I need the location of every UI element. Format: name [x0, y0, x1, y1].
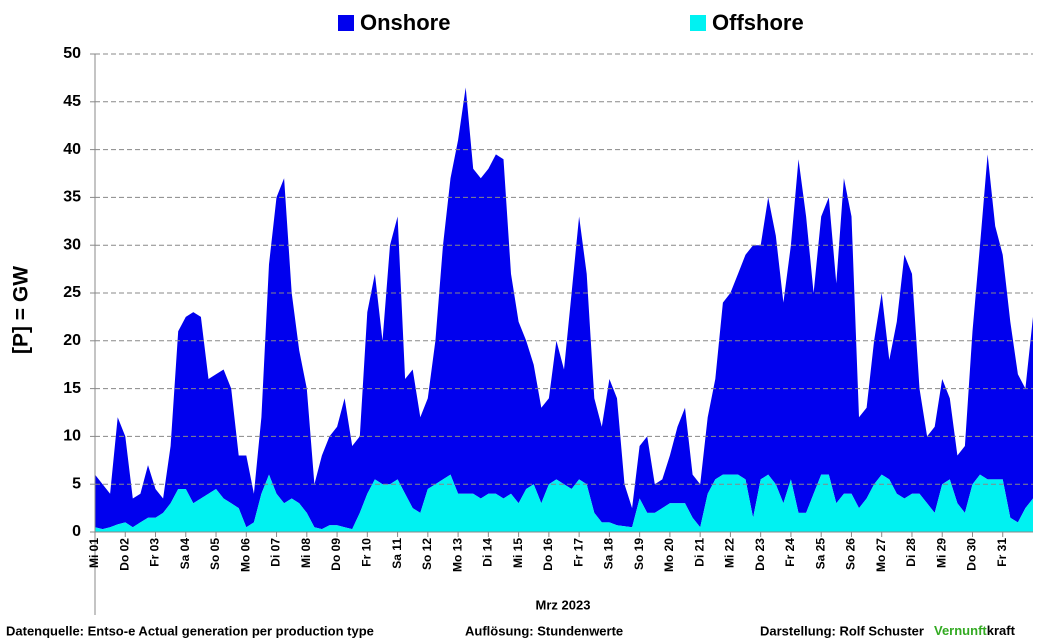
x-tick-label: Do 16	[541, 538, 555, 571]
y-tick-label: 40	[63, 141, 81, 158]
footer-author: Darstellung: Rolf Schuster	[760, 623, 924, 638]
x-tick-label: Sa 11	[390, 538, 404, 569]
x-tick-label: Fr 31	[995, 538, 1009, 567]
x-tick-label: So 19	[632, 538, 646, 570]
x-tick-label: Fr 03	[148, 538, 162, 567]
x-tick-label: Mi 15	[511, 538, 525, 568]
legend-swatch	[338, 15, 354, 31]
brand-black: kraft	[987, 623, 1016, 638]
x-tick-label: Mi 29	[934, 538, 948, 568]
x-tick-label: Mo 13	[450, 538, 464, 572]
y-tick-label: 45	[63, 93, 81, 110]
x-tick-label: Fr 24	[783, 538, 797, 567]
brand-green: Vernunft	[934, 623, 987, 638]
y-tick-label: 25	[63, 284, 81, 301]
x-tick-label: Mi 08	[299, 538, 313, 568]
y-tick-label: 10	[63, 428, 81, 445]
x-tick-label: Do 23	[753, 538, 767, 571]
x-tick-label: Do 09	[329, 538, 343, 571]
y-tick-label: 5	[72, 475, 81, 492]
x-tick-label: Di 07	[269, 538, 283, 567]
x-tick-label: Mi 01	[87, 538, 101, 568]
x-tick-label: Sa 04	[178, 538, 192, 570]
footer-resolution: Auflösung: Stundenwerte	[465, 623, 623, 638]
x-tick-label: Sa 18	[602, 538, 616, 570]
x-tick-label: Do 30	[965, 538, 979, 571]
x-tick-label: Di 14	[481, 538, 495, 567]
x-tick-label: Mo 06	[238, 538, 252, 572]
y-axis-label: [P] = GW	[10, 266, 33, 354]
x-tick-label: Fr 10	[359, 538, 373, 567]
legend-swatch	[690, 15, 706, 31]
x-tick-label: So 12	[420, 538, 434, 570]
y-tick-label: 20	[63, 332, 81, 349]
legend-label: Onshore	[360, 10, 450, 35]
y-tick-label: 15	[63, 380, 81, 397]
x-tick-label: So 26	[844, 538, 858, 570]
footer-source: Datenquelle: Entso-e Actual generation p…	[6, 623, 374, 638]
legend-label: Offshore	[712, 10, 804, 35]
x-tick-label: Di 21	[692, 538, 706, 567]
x-axis-label: Mrz 2023	[536, 597, 591, 612]
y-tick-label: 50	[63, 45, 81, 62]
area	[95, 474, 1033, 532]
x-tick-label: So 05	[208, 538, 222, 570]
x-tick-label: Mo 20	[662, 538, 676, 572]
footer-brand: Vernunftkraft	[934, 623, 1016, 638]
x-tick-label: Mi 22	[723, 538, 737, 568]
x-tick-label: Di 28	[904, 538, 918, 567]
x-tick-label: Sa 25	[813, 538, 827, 570]
x-tick-label: Do 02	[117, 538, 131, 571]
y-tick-label: 0	[72, 523, 81, 540]
x-tick-label: Fr 17	[571, 538, 585, 567]
y-tick-label: 35	[63, 189, 81, 206]
y-tick-label: 30	[63, 236, 81, 253]
area	[95, 87, 1033, 530]
x-tick-label: Mo 27	[874, 538, 888, 572]
